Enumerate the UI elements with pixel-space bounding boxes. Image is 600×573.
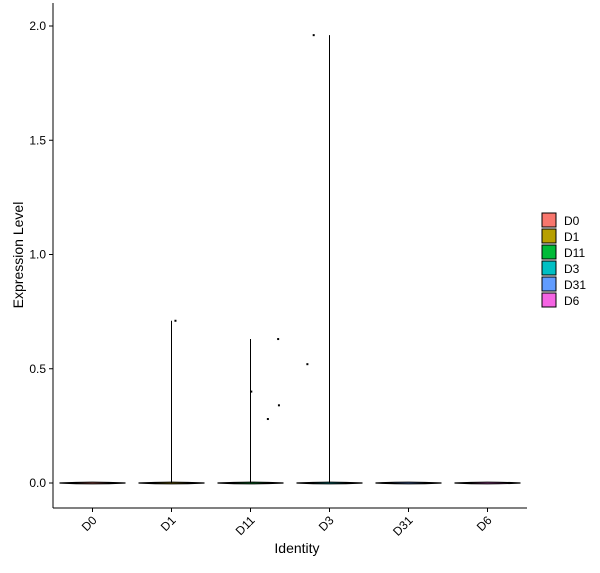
x-axis-ticks: D0 D1 D11 D3 D31 D6 <box>79 508 495 539</box>
legend-label: D11 <box>564 246 585 260</box>
y-tick-label: 0.5 <box>29 362 46 376</box>
x-axis-title: Identity <box>274 540 319 556</box>
y-tick-label: 0.0 <box>29 476 46 490</box>
data-point <box>277 404 280 407</box>
data-point <box>306 363 309 366</box>
legend-swatch <box>541 228 557 244</box>
y-tick-label: 1.0 <box>29 248 46 262</box>
legend-label: D3 <box>564 262 580 276</box>
legend-swatch <box>541 260 557 276</box>
y-axis-ticks: 0.0 0.5 1.0 1.5 2.0 <box>29 19 53 490</box>
y-tick-label: 1.5 <box>29 133 46 147</box>
legend-swatch <box>541 292 557 308</box>
x-tick-label: D1 <box>158 513 179 534</box>
jitter-points-layer <box>174 34 315 421</box>
y-tick-label: 2.0 <box>29 19 46 33</box>
y-axis-title: Expression Level <box>10 202 26 309</box>
legend-swatch <box>541 212 557 228</box>
x-tick-label: D0 <box>79 513 100 534</box>
violin-body <box>454 481 521 485</box>
x-tick-label: D11 <box>233 513 258 538</box>
data-point <box>277 338 280 341</box>
legend-label: D0 <box>564 214 580 228</box>
violin-layer <box>59 35 521 485</box>
legend-label: D31 <box>564 278 586 292</box>
violin-body <box>375 481 442 485</box>
data-point <box>312 34 315 37</box>
x-tick-label: D31 <box>390 513 416 539</box>
x-tick-label: D6 <box>474 513 495 534</box>
legend-swatch <box>541 276 557 292</box>
legend-label: D1 <box>564 230 580 244</box>
legend: D0 D1 D11 D3 D31 D6 <box>541 212 586 308</box>
data-point <box>266 418 269 421</box>
legend-swatch <box>541 244 557 260</box>
legend-label: D6 <box>564 294 580 308</box>
violin-body <box>59 481 126 485</box>
x-tick-label: D3 <box>316 513 337 534</box>
data-point <box>174 319 177 322</box>
data-point <box>250 390 253 393</box>
